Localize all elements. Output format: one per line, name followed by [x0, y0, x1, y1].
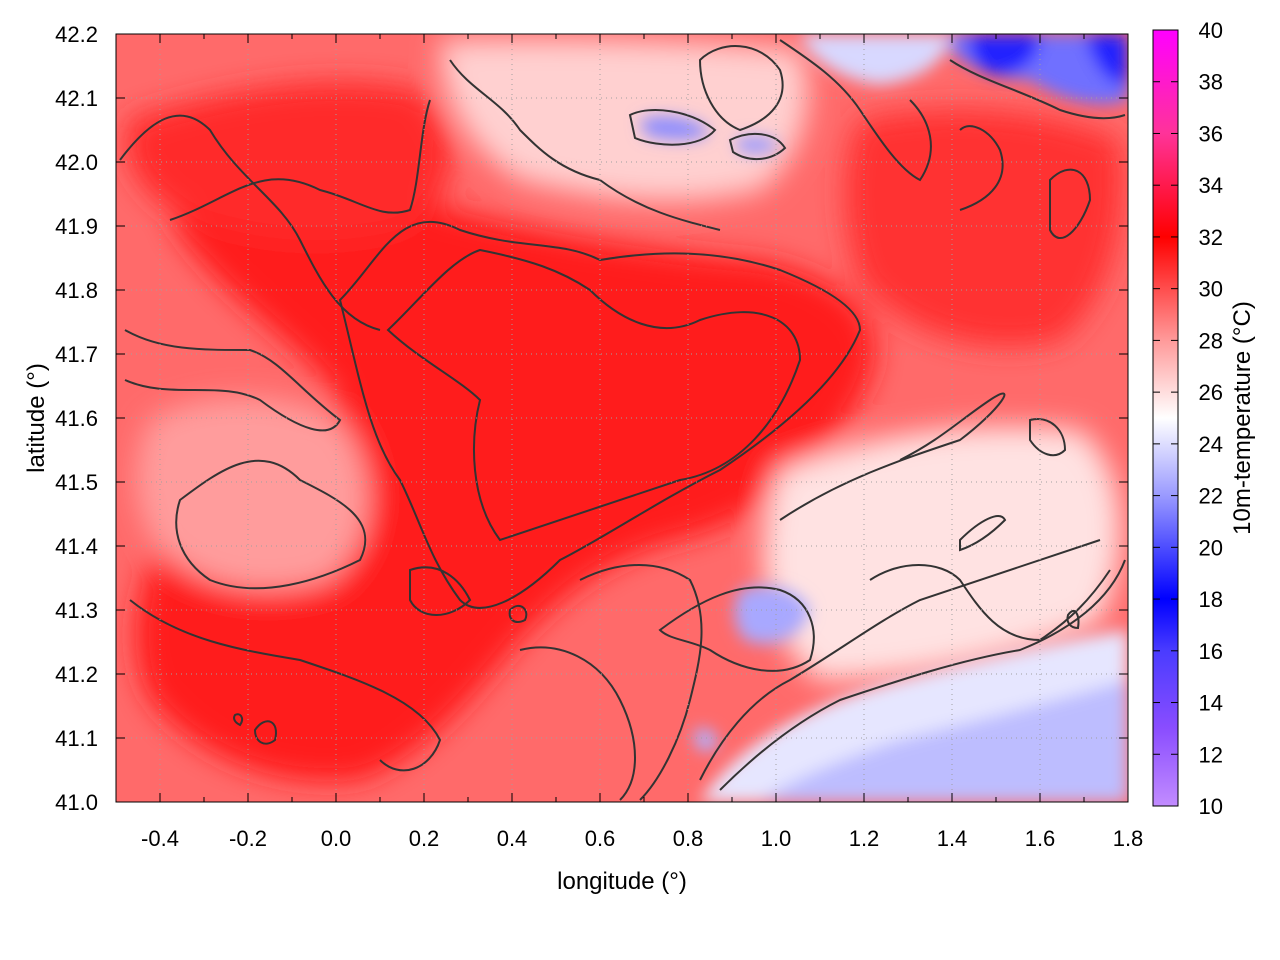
y-tick-label: 41.0: [55, 790, 98, 815]
contour-line: [779, 39, 932, 182]
contour-line: [1049, 168, 1092, 240]
y-tick-label: 42.1: [55, 86, 98, 111]
contour-line: [719, 559, 1126, 791]
contour-line: [233, 713, 244, 727]
colorbar-label: 10m-temperature (°C): [1229, 301, 1256, 535]
contour-line: [519, 646, 636, 801]
hot-east-band: [845, 109, 1123, 347]
colorbar-tick-label: 28: [1199, 328, 1223, 353]
contour-line: [124, 329, 342, 432]
colorbar-tick-label: 22: [1199, 484, 1223, 509]
colorbar-tick-label: 12: [1199, 742, 1223, 767]
hot-north-band: [126, 81, 453, 241]
contour-line: [409, 566, 472, 616]
x-tick-label: 1.2: [849, 826, 880, 851]
contour-line: [1029, 418, 1067, 457]
cool-coast-band: [700, 630, 1128, 802]
colorbar-tick-label: 34: [1199, 173, 1223, 198]
contour-line: [949, 59, 1126, 120]
hot-core-region: [135, 191, 876, 782]
contour-line: [779, 392, 1006, 521]
x-axis-ticks: -0.4 -0.2 0.0 0.2 0.4 0.6 0.8 1.0 1.2 1.4 1.6 1.8: [115, 34, 1144, 851]
x-tick-label: 1.0: [761, 826, 792, 851]
colorbar-tick-label: 16: [1199, 639, 1223, 664]
contour-line: [698, 45, 784, 132]
x-tick-label: 1.4: [937, 826, 968, 851]
colorbar-tick-label: 24: [1199, 432, 1223, 457]
colorbar-tick-label: 36: [1199, 121, 1223, 146]
contour-line: [129, 599, 442, 772]
colorbar-tick-label: 30: [1199, 277, 1223, 302]
colorbar-tick-label: 10: [1199, 794, 1223, 819]
contour-line: [119, 114, 381, 331]
contour-line: [175, 459, 367, 590]
mild-west-region: [136, 397, 369, 590]
colorbar-ticks: 10 12 14 16 18 20 22 24 26 28 30 32 34 36 38 40: [1153, 18, 1223, 819]
contour-line: [253, 720, 277, 745]
cold-northeast-core: [969, 34, 1128, 85]
y-tick-label: 41.4: [55, 534, 98, 559]
colorbar-tick-label: 18: [1199, 587, 1223, 612]
colorbar: [1152, 29, 1179, 807]
colorbar-tick-label: 40: [1199, 18, 1223, 43]
pale-north-region: [440, 38, 808, 201]
y-tick-label: 41.6: [55, 406, 98, 431]
x-tick-label: 0.0: [321, 826, 352, 851]
x-tick-label: 0.8: [673, 826, 704, 851]
y-tick-label: 42.0: [55, 150, 98, 175]
x-tick-label: 0.4: [497, 826, 528, 851]
contour-line: [169, 99, 431, 221]
contour-line: [449, 59, 721, 231]
x-tick-label: -0.2: [229, 826, 267, 851]
contour-line: [869, 564, 1111, 642]
contour-line: [959, 515, 1007, 552]
contour-line: [338, 221, 862, 609]
y-tick-label: 42.2: [55, 22, 98, 47]
colorbar-tick-label: 20: [1199, 535, 1223, 560]
x-tick-label: 1.8: [1113, 826, 1144, 851]
y-tick-label: 41.8: [55, 278, 98, 303]
x-tick-label: 1.6: [1025, 826, 1056, 851]
colorbar-tick-label: 26: [1199, 380, 1223, 405]
x-tick-label: -0.4: [141, 826, 179, 851]
contour-lines: [119, 39, 1126, 801]
y-axis-ticks: 41.0 41.1 41.2 41.3 41.4 41.5 41.6 41.7 41.8 41.9…: [55, 22, 1128, 815]
cool-patch-c: [734, 586, 810, 644]
x-axis-label: longitude (°): [557, 868, 687, 895]
contour-line: [508, 604, 528, 623]
x-tick-label: 0.2: [409, 826, 440, 851]
grid-lines: [116, 33, 1129, 803]
contour-line: [728, 132, 787, 160]
contour-line: [699, 539, 1101, 781]
y-tick-label: 41.3: [55, 598, 98, 623]
colorbar-tick-label: 38: [1199, 70, 1223, 95]
colorbar-tick-label: 14: [1199, 691, 1223, 716]
colorbar-tick-label: 32: [1199, 225, 1223, 250]
contour-line: [628, 109, 717, 146]
cool-patch-a: [640, 116, 710, 140]
y-tick-label: 41.1: [55, 726, 98, 751]
cool-patch-d: [694, 728, 718, 752]
contour-line: [1066, 609, 1080, 630]
y-tick-label: 41.5: [55, 470, 98, 495]
y-tick-label: 41.9: [55, 214, 98, 239]
contour-line: [658, 586, 815, 672]
x-tick-label: 0.6: [585, 826, 616, 851]
cool-patch-b: [735, 136, 780, 154]
y-tick-label: 41.7: [55, 342, 98, 367]
y-axis-label: latitude (°): [23, 363, 50, 473]
contour-line: [386, 248, 802, 542]
pale-southeast-region: [763, 426, 1121, 680]
y-tick-label: 41.2: [55, 662, 98, 687]
contour-line: [579, 564, 703, 801]
contour-line: [959, 125, 1004, 211]
cool-north-patch: [800, 34, 950, 85]
